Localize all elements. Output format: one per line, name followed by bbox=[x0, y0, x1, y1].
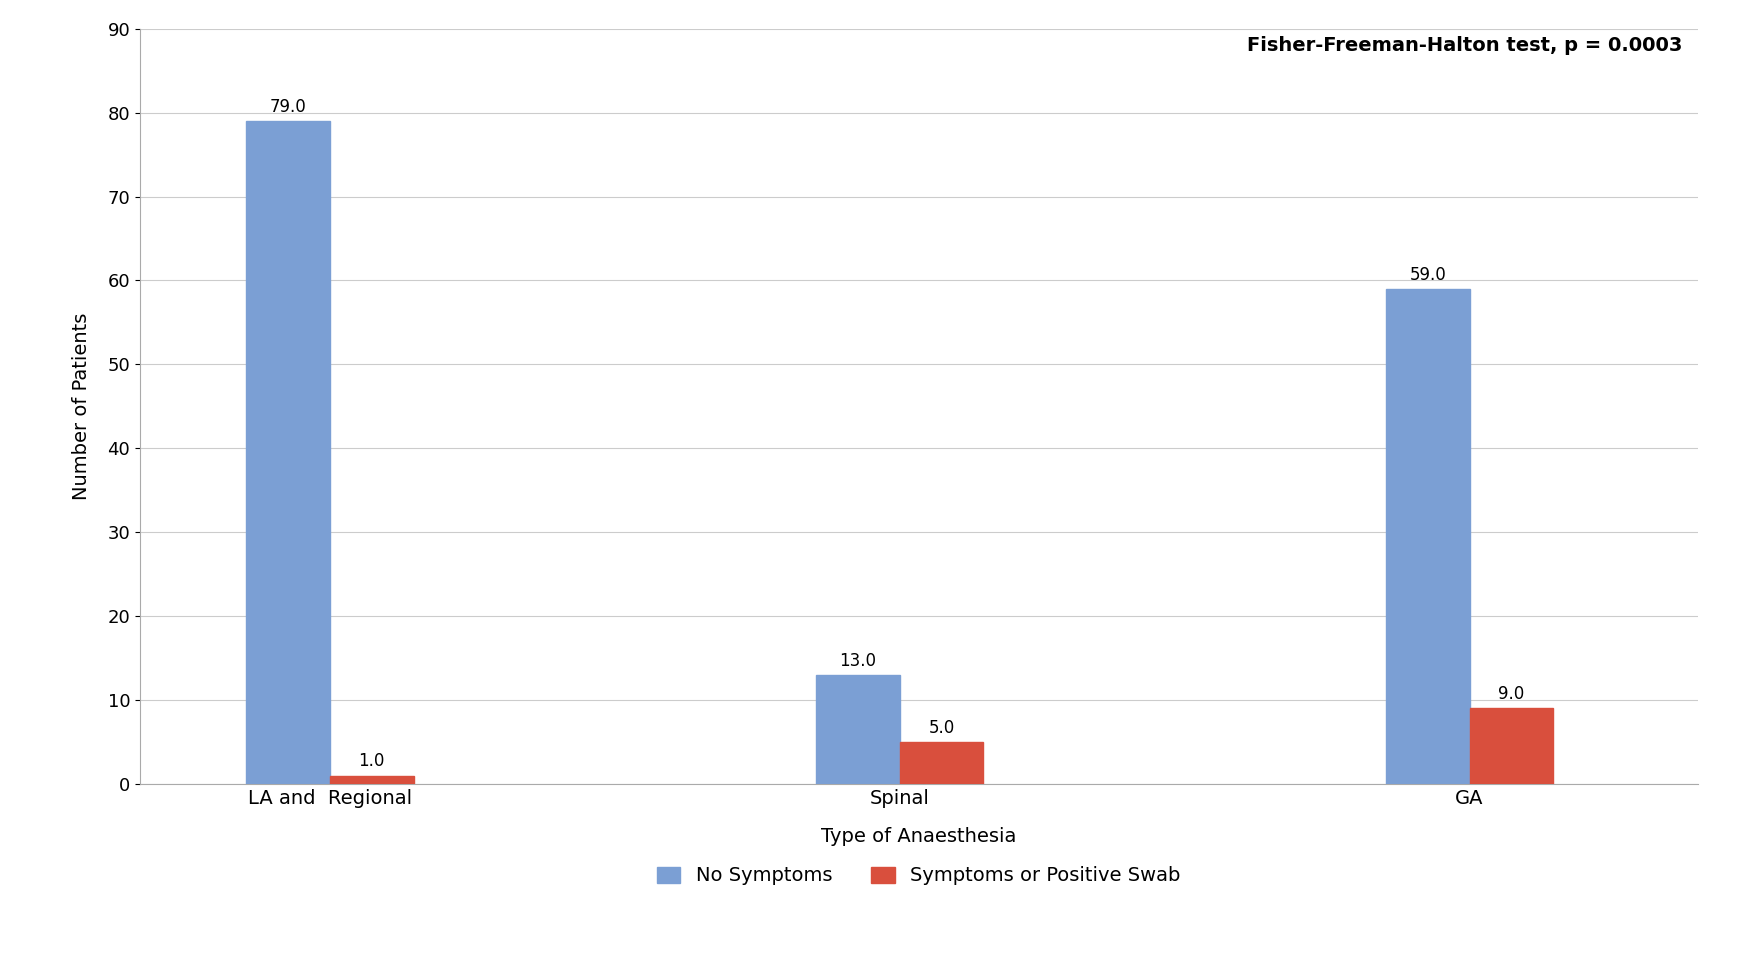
Text: 5.0: 5.0 bbox=[929, 719, 956, 737]
X-axis label: Type of Anaesthesia: Type of Anaesthesia bbox=[821, 827, 1017, 846]
Text: 13.0: 13.0 bbox=[840, 652, 877, 670]
Text: Fisher-Freeman-Halton test, p = 0.0003: Fisher-Freeman-Halton test, p = 0.0003 bbox=[1246, 36, 1682, 55]
Bar bbox=[1470, 708, 1554, 784]
Bar bbox=[247, 121, 331, 784]
Legend: No Symptoms, Symptoms or Positive Swab: No Symptoms, Symptoms or Positive Swab bbox=[648, 857, 1190, 895]
Text: 79.0: 79.0 bbox=[270, 98, 306, 116]
Bar bbox=[816, 675, 900, 784]
Text: 9.0: 9.0 bbox=[1498, 685, 1524, 704]
Text: 59.0: 59.0 bbox=[1409, 266, 1445, 284]
Text: 1.0: 1.0 bbox=[359, 752, 385, 771]
Y-axis label: Number of Patients: Number of Patients bbox=[72, 313, 91, 500]
Bar bbox=[900, 742, 984, 784]
Bar bbox=[1386, 289, 1470, 784]
Bar bbox=[331, 775, 413, 784]
